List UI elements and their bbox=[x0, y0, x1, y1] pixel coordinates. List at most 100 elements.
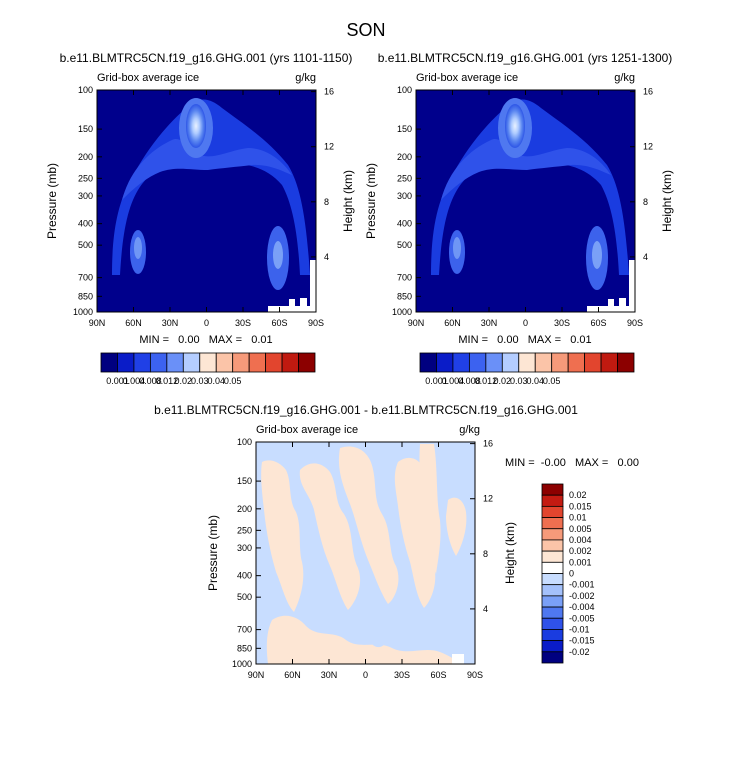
colorbar-box bbox=[541, 561, 564, 574]
colorbar-box bbox=[534, 352, 553, 373]
colorbar-label: 0.015 bbox=[569, 501, 592, 511]
colorbar-label: 0.012 bbox=[475, 376, 498, 386]
panel-a-ylabel-right: Height (km) bbox=[341, 170, 355, 232]
colorbar-label: 0.001 bbox=[569, 557, 592, 567]
panel-a-stats: MIN = 0.00 MAX = 0.01 bbox=[139, 334, 272, 346]
colorbar-label: 0.04 bbox=[207, 376, 225, 386]
missing-data-4 bbox=[310, 260, 316, 306]
colorbar-label: -0.002 bbox=[569, 591, 595, 601]
y-tick-label: 300 bbox=[397, 191, 412, 201]
upper-core bbox=[186, 104, 206, 148]
y-right-tick-label: 16 bbox=[483, 439, 493, 449]
y-tick-label: 200 bbox=[78, 152, 93, 162]
x-tick-label: 0 bbox=[204, 318, 209, 328]
y-tick-label: 1000 bbox=[73, 307, 93, 317]
colorbar-box bbox=[541, 550, 564, 563]
colorbar-box bbox=[541, 651, 564, 664]
colorbar-label: -0.015 bbox=[569, 636, 595, 646]
colorbar-label: 0.02 bbox=[175, 376, 193, 386]
colorbar-box bbox=[541, 640, 564, 653]
x-tick-label: 30N bbox=[162, 318, 179, 328]
negative-patch-1 bbox=[316, 598, 334, 620]
colorbar-box bbox=[248, 352, 267, 373]
y-tick-label: 250 bbox=[397, 173, 412, 183]
colorbar-box bbox=[501, 352, 520, 373]
y-tick-label: 200 bbox=[397, 152, 412, 162]
colorbar-box bbox=[541, 539, 564, 552]
y-right-tick-label: 8 bbox=[324, 197, 329, 207]
panel-a-left-label: Grid-box average ice bbox=[97, 72, 199, 84]
colorbar-box bbox=[265, 352, 283, 373]
panel-a: b.e11.BLMTRC5CN.f19_g16.GHG.001 (yrs 110… bbox=[45, 51, 355, 386]
upper-core bbox=[505, 104, 525, 148]
colorbar-box bbox=[584, 352, 602, 373]
y-tick-label: 300 bbox=[78, 191, 93, 201]
x-tick-label: 30S bbox=[394, 670, 410, 680]
colorbar-box bbox=[541, 629, 564, 642]
panel-c-title: b.e11.BLMTRC5CN.f19_g16.GHG.001 - b.e11.… bbox=[154, 403, 578, 417]
y-tick-label: 150 bbox=[78, 124, 93, 134]
y-right-tick-label: 4 bbox=[324, 252, 329, 262]
x-tick-label: 30N bbox=[321, 670, 338, 680]
y-tick-label: 700 bbox=[78, 273, 93, 283]
y-right-tick-label: 8 bbox=[483, 549, 488, 559]
colorbar-label: 0.004 bbox=[123, 376, 146, 386]
x-tick-label: 60S bbox=[430, 670, 446, 680]
colorbar-box bbox=[541, 494, 564, 507]
panel-b-left-label: Grid-box average ice bbox=[416, 72, 518, 84]
colorbar-box bbox=[600, 352, 618, 373]
panel-b-title: b.e11.BLMTRC5CN.f19_g16.GHG.001 (yrs 125… bbox=[378, 51, 673, 65]
missing-data-4 bbox=[629, 260, 635, 306]
positive-patch-5 bbox=[419, 444, 441, 574]
colorbar-label: 0.001 bbox=[106, 376, 129, 386]
missing-data bbox=[452, 654, 464, 664]
panel-b-stats: MIN = 0.00 MAX = 0.01 bbox=[458, 334, 591, 346]
cloud-envelope bbox=[112, 99, 310, 275]
panel-c-ylabel-right: Height (km) bbox=[503, 522, 517, 584]
colorbar-box bbox=[468, 352, 487, 373]
x-tick-label: 0 bbox=[363, 670, 368, 680]
x-tick-label: 90N bbox=[248, 670, 265, 680]
panel-a-field bbox=[97, 90, 316, 312]
colorbar-box bbox=[541, 606, 564, 619]
x-tick-label: 60N bbox=[284, 670, 301, 680]
y-tick-label: 150 bbox=[397, 124, 412, 134]
panel-a-ylabel: Pressure (mb) bbox=[45, 163, 59, 239]
y-tick-label: 700 bbox=[397, 273, 412, 283]
colorbar-label: 0.02 bbox=[569, 490, 587, 500]
x-tick-label: 0 bbox=[523, 318, 528, 328]
colorbar-box bbox=[182, 352, 201, 373]
y-right-tick-label: 12 bbox=[643, 142, 653, 152]
missing-data-2 bbox=[289, 299, 295, 306]
y-tick-label: 700 bbox=[237, 625, 252, 635]
y-tick-label: 500 bbox=[397, 240, 412, 250]
colorbar-box bbox=[518, 352, 536, 373]
colorbar-label: 0.004 bbox=[569, 535, 592, 545]
colorbar-box bbox=[541, 517, 564, 530]
panel-c-field bbox=[256, 442, 475, 664]
positive-patch-1 bbox=[261, 460, 304, 612]
panel-b-right-label: g/kg bbox=[614, 72, 635, 84]
negative-patch-2 bbox=[370, 626, 388, 648]
x-tick-label: 90S bbox=[627, 318, 643, 328]
y-right-tick-label: 12 bbox=[483, 494, 493, 504]
colorbar-box bbox=[541, 505, 564, 518]
x-tick-label: 30S bbox=[554, 318, 570, 328]
x-tick-label: 30S bbox=[235, 318, 251, 328]
panel-c: b.e11.BLMTRC5CN.f19_g16.GHG.001 - b.e11.… bbox=[154, 403, 639, 680]
panel-c-ylabel: Pressure (mb) bbox=[206, 515, 220, 591]
colorbar-box bbox=[541, 573, 564, 586]
positive-patch-7 bbox=[266, 615, 460, 664]
colorbar-box bbox=[541, 483, 564, 496]
colorbar-label: 0.001 bbox=[425, 376, 448, 386]
colorbar-box bbox=[419, 352, 437, 373]
missing-data-3 bbox=[619, 298, 626, 306]
colorbar-label: -0.01 bbox=[569, 624, 590, 634]
panel-c-stats: MIN = -0.00 MAX = 0.00 bbox=[505, 457, 639, 469]
x-tick-label: 90S bbox=[308, 318, 324, 328]
nh-column bbox=[134, 237, 142, 259]
panel-b-field bbox=[416, 90, 635, 312]
panel-a-right-label: g/kg bbox=[295, 72, 316, 84]
panel-b-ylabel-right: Height (km) bbox=[660, 170, 674, 232]
